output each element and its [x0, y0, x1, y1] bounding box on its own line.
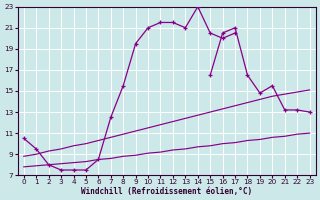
X-axis label: Windchill (Refroidissement éolien,°C): Windchill (Refroidissement éolien,°C)	[81, 187, 252, 196]
